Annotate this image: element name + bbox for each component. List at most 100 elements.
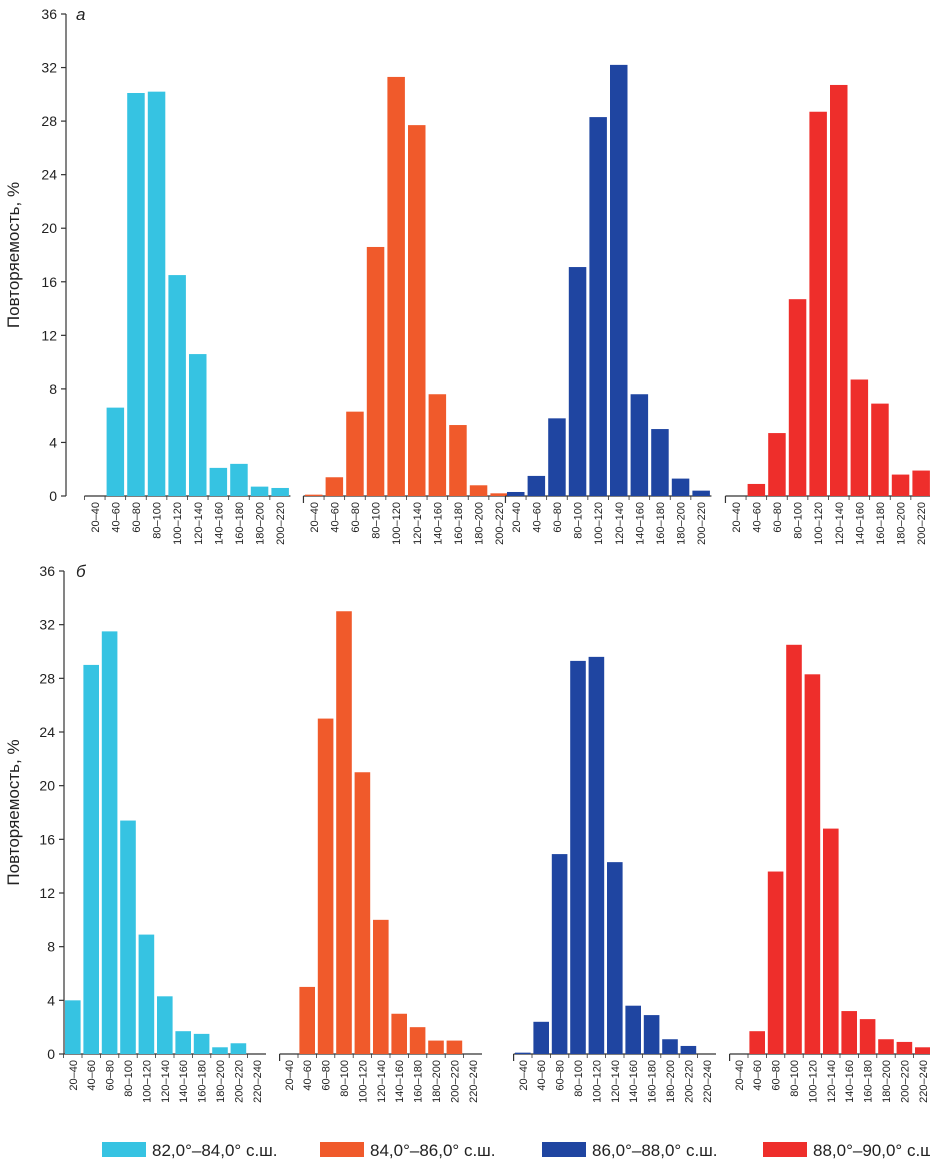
bar [325,477,344,496]
bar [527,475,546,496]
bar [209,467,228,496]
bar [804,674,821,1054]
x-tick-label: 40–60 [752,1060,764,1091]
y-tick-label: 0 [49,488,57,504]
x-tick-label: 40–60 [536,1060,548,1091]
bar [692,490,710,496]
bar [409,1027,426,1054]
bar [193,1033,210,1054]
bar [515,1052,531,1054]
y-tick-label: 4 [49,434,57,450]
bar [168,275,186,496]
panel-label: б [76,562,87,581]
y-tick-label: 12 [39,885,55,901]
bar [651,429,669,496]
x-tick-label: 220–240 [918,1060,930,1103]
y-axis-label: Повторяемость, % [4,739,23,885]
legend-swatch [542,1142,586,1157]
y-tick-label: 20 [41,220,57,236]
bar [366,246,385,496]
x-tick-label: 60–80 [350,502,362,533]
x-tick-label: 20–40 [90,502,102,533]
x-tick-label: 120–140 [826,1060,838,1103]
y-tick-label: 32 [39,617,55,633]
bar [896,1041,913,1054]
bar [373,919,389,1054]
y-tick-label: 4 [47,992,55,1008]
bar [391,1013,407,1054]
bar [786,644,802,1054]
x-tick-label: 100–120 [141,1060,153,1103]
x-tick-label: 120–140 [193,502,205,545]
x-tick-label: 180–200 [474,502,486,545]
bar [346,411,364,496]
x-tick-label: 120–140 [610,1060,622,1103]
bar [189,354,207,496]
x-tick-label: 20–40 [68,1060,80,1091]
x-tick-label: 180–200 [881,1060,893,1103]
bar [551,854,568,1054]
x-tick-label: 200–220 [494,502,506,545]
bar [408,125,426,496]
bar [915,1047,930,1054]
x-tick-label: 60–80 [321,1060,333,1091]
bar [643,1015,660,1054]
bar [871,403,889,496]
x-tick-label: 60–80 [555,1060,567,1091]
bar [354,772,371,1054]
x-tick-label: 60–80 [131,502,143,533]
bar [83,664,99,1054]
x-tick-label: 180–200 [215,1060,227,1103]
y-tick-label: 20 [39,778,55,794]
x-tick-label: 200–220 [683,1060,695,1103]
x-tick-label: 160–180 [453,502,465,545]
y-tick-label: 24 [41,167,57,183]
bar [767,871,784,1054]
bar [630,394,649,496]
panel-b: 0 4 8 12 16 20 24 28 32 36 Повторяемость, % б 20–40 4… [4,562,930,1103]
x-tick-label: 140–160 [844,1060,856,1103]
bar [747,483,766,496]
legend: 82,0°–84,0° с.ш. 84,0°–86,0° с.ш. 86,0°–88… [102,1141,930,1160]
bar [127,92,145,496]
bar [662,1039,678,1054]
x-tick-label: 140–160 [178,1060,190,1103]
x-tick-label: 80–100 [339,1060,351,1097]
panel-label: а [76,5,85,24]
x-tick-label: 140–160 [628,1060,640,1103]
x-tick-label: 140–160 [213,502,225,545]
bar [589,117,607,496]
y-tick-label: 24 [39,724,55,740]
bar [768,433,786,496]
bar [671,478,690,496]
y-tick-label: 36 [41,6,57,22]
x-tick-label: 40–60 [751,502,763,533]
bar [533,1021,549,1054]
bar [507,491,525,496]
bar [428,394,447,496]
x-tick-label: 100–120 [391,502,403,545]
bar [823,828,839,1054]
y-tick-label: 12 [41,327,57,343]
x-tick-label: 120–140 [412,502,424,545]
x-tick-label: 120–140 [160,1060,172,1103]
bar [859,1019,876,1054]
x-tick-label: 140–160 [854,502,866,545]
bar [841,1011,857,1054]
x-tick-label: 40–60 [110,502,122,533]
x-tick-label: 80–100 [573,502,585,539]
bar [891,474,910,496]
x-tick-label: 100–120 [813,502,825,545]
bar [749,1031,765,1054]
bar [588,656,605,1054]
x-tick-label: 140–160 [432,502,444,545]
bar [570,660,586,1054]
y-tick-label: 8 [49,381,57,397]
x-tick-label: 80–100 [152,502,164,539]
bar [336,611,352,1054]
x-tick-label: 80–100 [789,1060,801,1097]
x-tick-label: 80–100 [371,502,383,539]
x-tick-label: 100–120 [593,502,605,545]
bar [830,84,848,496]
x-tick-label: 120–140 [834,502,846,545]
